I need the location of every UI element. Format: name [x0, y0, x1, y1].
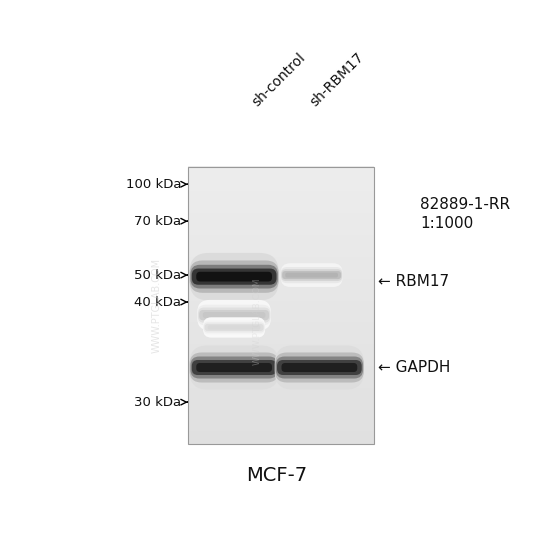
FancyBboxPatch shape — [192, 360, 276, 375]
FancyBboxPatch shape — [203, 320, 265, 334]
FancyBboxPatch shape — [196, 363, 272, 372]
FancyBboxPatch shape — [197, 305, 271, 325]
Text: 100 kDa: 100 kDa — [126, 178, 181, 191]
Text: WWW.PTGLAB.COM: WWW.PTGLAB.COM — [253, 278, 262, 365]
FancyBboxPatch shape — [197, 300, 271, 330]
FancyBboxPatch shape — [190, 352, 279, 382]
FancyBboxPatch shape — [190, 260, 279, 293]
Text: 70 kDa: 70 kDa — [134, 214, 181, 228]
FancyBboxPatch shape — [276, 357, 363, 379]
Text: 50 kDa: 50 kDa — [134, 269, 181, 282]
Text: ← GAPDH: ← GAPDH — [377, 360, 450, 375]
FancyBboxPatch shape — [275, 352, 364, 382]
FancyBboxPatch shape — [203, 318, 265, 338]
Text: MCF-7: MCF-7 — [246, 466, 307, 485]
FancyBboxPatch shape — [190, 346, 279, 390]
FancyBboxPatch shape — [192, 269, 276, 284]
Text: sh-control: sh-control — [249, 51, 308, 110]
FancyBboxPatch shape — [198, 307, 270, 323]
FancyBboxPatch shape — [281, 267, 342, 283]
FancyBboxPatch shape — [281, 263, 342, 287]
Text: ← RBM17: ← RBM17 — [377, 274, 449, 289]
FancyBboxPatch shape — [190, 253, 279, 300]
FancyBboxPatch shape — [199, 310, 269, 320]
Text: 82889-1-RR
1:1000: 82889-1-RR 1:1000 — [420, 197, 510, 231]
Text: 30 kDa: 30 kDa — [134, 396, 181, 409]
FancyBboxPatch shape — [281, 363, 357, 372]
FancyBboxPatch shape — [285, 273, 338, 278]
FancyBboxPatch shape — [277, 360, 362, 375]
FancyBboxPatch shape — [191, 265, 278, 288]
Bar — [187, 167, 374, 445]
Text: sh-RBM17: sh-RBM17 — [308, 50, 367, 110]
FancyBboxPatch shape — [204, 323, 265, 333]
FancyBboxPatch shape — [191, 357, 278, 379]
Text: WWW.PTGLAB.COM: WWW.PTGLAB.COM — [152, 258, 161, 353]
Text: 40 kDa: 40 kDa — [134, 296, 181, 309]
FancyBboxPatch shape — [275, 346, 364, 390]
FancyBboxPatch shape — [205, 324, 264, 331]
FancyBboxPatch shape — [203, 312, 266, 318]
FancyBboxPatch shape — [196, 272, 272, 282]
FancyBboxPatch shape — [208, 325, 260, 329]
FancyBboxPatch shape — [282, 271, 341, 279]
FancyBboxPatch shape — [281, 269, 342, 281]
